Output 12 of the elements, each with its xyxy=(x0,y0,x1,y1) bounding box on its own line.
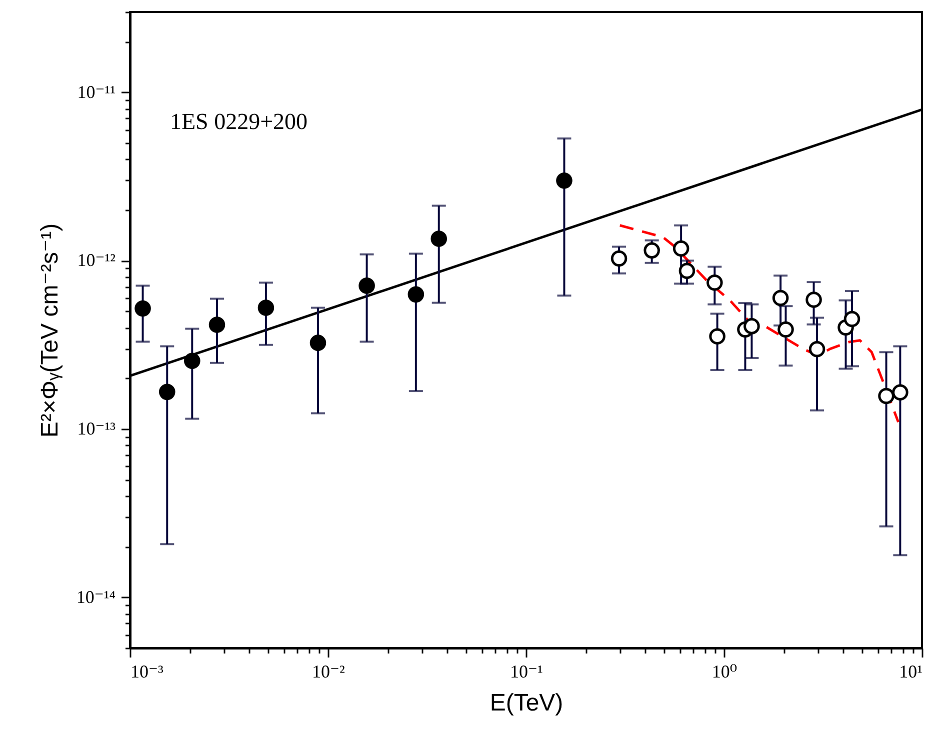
annotation: 1ES 0229+200 xyxy=(170,109,308,134)
x-axis-title: E(TeV) xyxy=(490,690,564,716)
y-tick-label: 10⁻¹¹ xyxy=(77,82,116,102)
y-tick-label: 10⁻¹⁴ xyxy=(76,586,116,607)
y-tick-label: 10⁻¹² xyxy=(77,250,116,270)
x-tick-label: 10⁻² xyxy=(312,662,345,682)
x-tick-label: 10¹ xyxy=(899,662,922,682)
x-tick-label: 10⁻¹ xyxy=(510,662,543,682)
y-axis-title: E²×Φᵧ(TeV cm⁻²s⁻¹) xyxy=(36,223,64,438)
x-tick-label: 10⁻³ xyxy=(130,662,164,682)
x-tick-label: 10⁰ xyxy=(712,662,738,682)
y-tick-label: 10⁻¹³ xyxy=(77,418,116,438)
